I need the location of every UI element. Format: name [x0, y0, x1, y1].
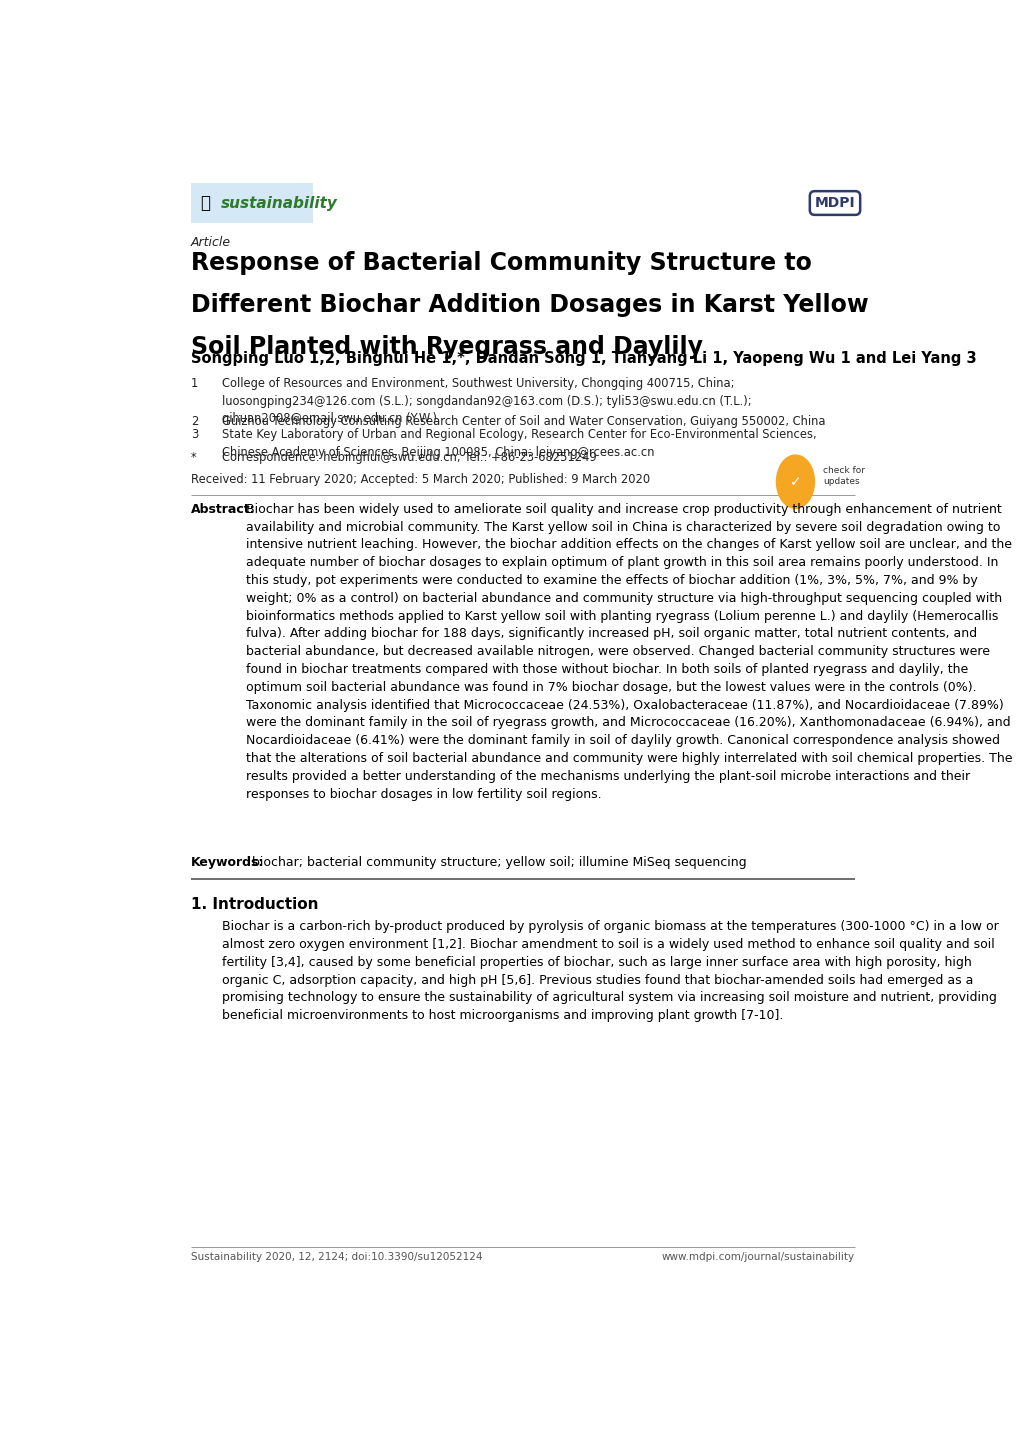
Text: Abstract:: Abstract: [191, 503, 255, 516]
Text: MDPI: MDPI [814, 196, 855, 211]
Text: Biochar has been widely used to ameliorate soil quality and increase crop produc: Biochar has been widely used to ameliora… [246, 503, 1012, 800]
Text: 1. Introduction: 1. Introduction [191, 897, 318, 911]
Text: Received: 11 February 2020; Accepted: 5 March 2020; Published: 9 March 2020: Received: 11 February 2020; Accepted: 5 … [191, 473, 649, 486]
Text: *: * [191, 450, 197, 464]
Text: Response of Bacterial Community Structure to: Response of Bacterial Community Structur… [191, 251, 811, 275]
Text: 🌿: 🌿 [200, 195, 210, 212]
Text: Soil Planted with Ryegrass and Daylily: Soil Planted with Ryegrass and Daylily [191, 335, 702, 359]
Text: sustainability: sustainability [220, 196, 337, 211]
FancyBboxPatch shape [191, 183, 313, 224]
Text: Songping Luo 1,2, Binghui He 1,*, Dandan Song 1, Tianyang Li 1, Yaopeng Wu 1 and: Songping Luo 1,2, Binghui He 1,*, Dandan… [191, 350, 975, 366]
Text: 1: 1 [191, 378, 198, 391]
Text: 2: 2 [191, 415, 198, 428]
Text: Correspondence: hebinghui@swu.edu.cn; Tel.: +86-23-68251249: Correspondence: hebinghui@swu.edu.cn; Te… [222, 450, 596, 464]
Text: biochar; bacterial community structure; yellow soil; illumine MiSeq sequencing: biochar; bacterial community structure; … [252, 857, 746, 870]
Text: Biochar is a carbon-rich by-product produced by pyrolysis of organic biomass at : Biochar is a carbon-rich by-product prod… [222, 920, 999, 1022]
Text: Keywords:: Keywords: [191, 857, 264, 870]
Text: College of Resources and Environment, Southwest University, Chongqing 400715, Ch: College of Resources and Environment, So… [222, 378, 751, 425]
Text: Guizhou Technology Consulting Research Center of Soil and Water Conservation, Gu: Guizhou Technology Consulting Research C… [222, 415, 825, 428]
Text: check for
updates: check for updates [822, 466, 864, 486]
Text: Article: Article [191, 236, 230, 249]
Text: www.mdpi.com/journal/sustainability: www.mdpi.com/journal/sustainability [661, 1252, 854, 1262]
Text: 3: 3 [191, 428, 198, 441]
Circle shape [775, 456, 813, 509]
Text: State Key Laboratory of Urban and Regional Ecology, Research Center for Eco-Envi: State Key Laboratory of Urban and Region… [222, 428, 816, 459]
Text: Different Biochar Addition Dosages in Karst Yellow: Different Biochar Addition Dosages in Ka… [191, 293, 867, 317]
Text: Sustainability 2020, 12, 2124; doi:10.3390/su12052124: Sustainability 2020, 12, 2124; doi:10.33… [191, 1252, 482, 1262]
Text: ✓: ✓ [789, 474, 801, 489]
